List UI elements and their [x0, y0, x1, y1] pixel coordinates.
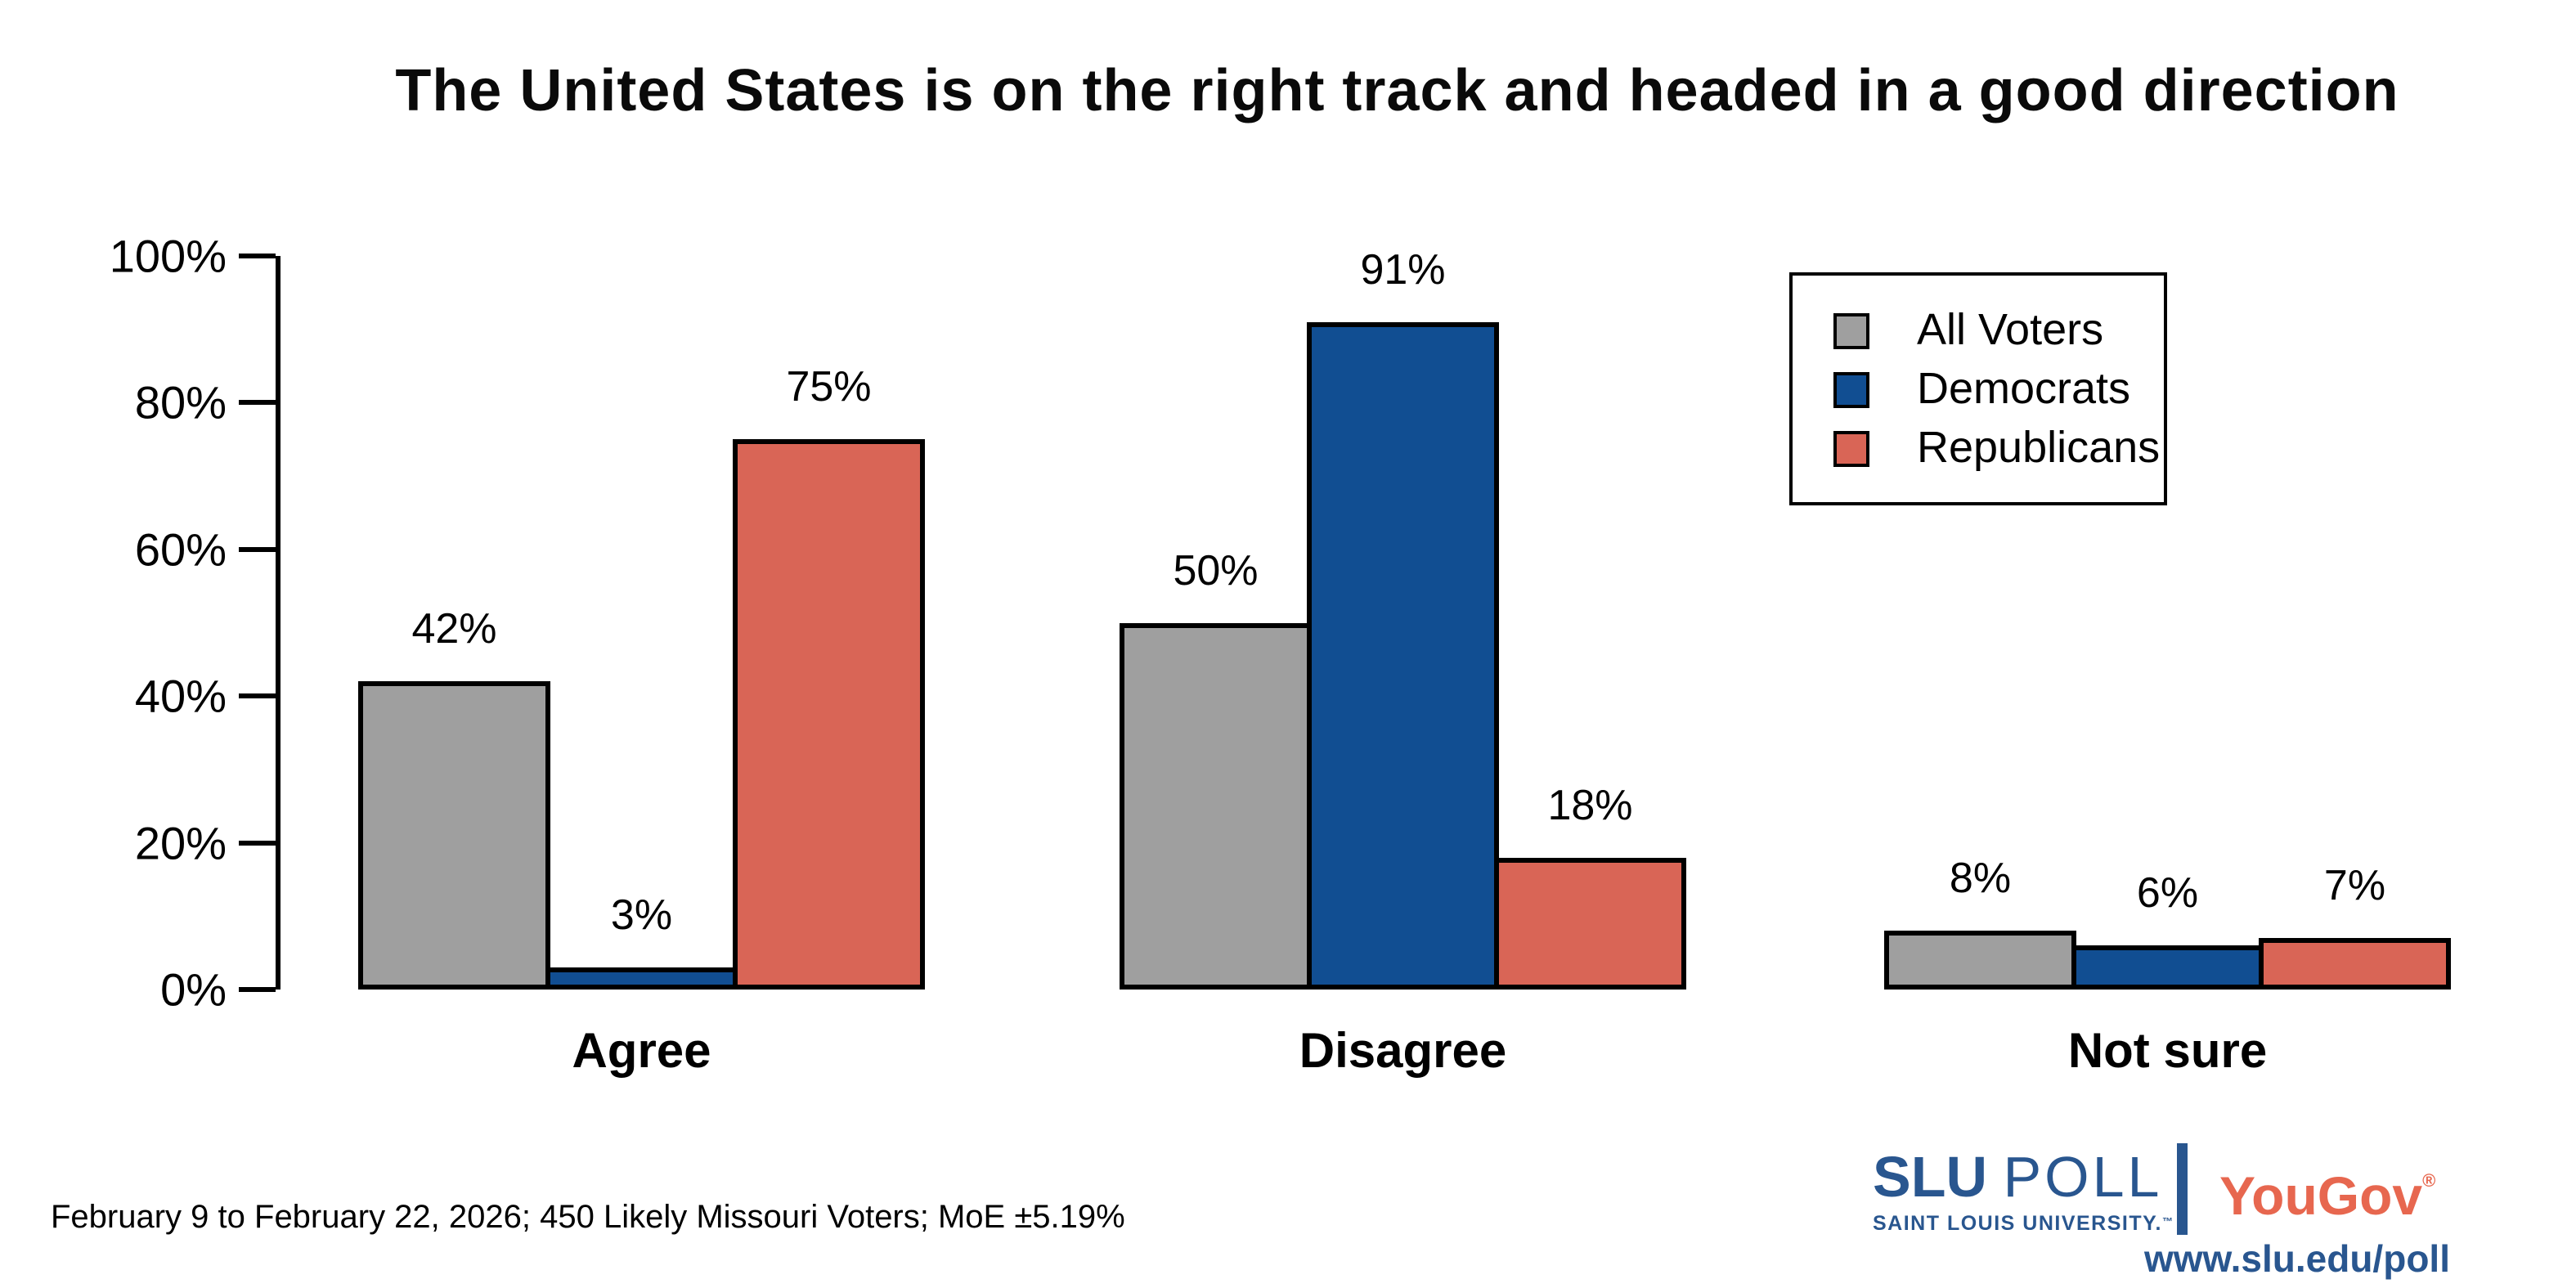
plot-area: 0% 20% 40% 60% 80% 100% 42% 3% 75% Agree 50% 91% 18%…: [110, 231, 2519, 1078]
y-tick-label: 0%: [160, 963, 227, 1016]
yougov-logo-text: YouGov: [2219, 1165, 2423, 1226]
slu-poll-url: www.slu.edu/poll: [2144, 1237, 2450, 1280]
y-tick-mark: [239, 546, 276, 552]
bar-not-sure-democrats: [2071, 945, 2264, 990]
legend-label-democrats: Democrats: [1917, 364, 2131, 413]
bar-value-label: 42%: [411, 605, 497, 653]
y-tick-mark: [239, 693, 276, 699]
bar-value-label: 50%: [1173, 546, 1259, 595]
bar-value-label: 75%: [786, 363, 872, 411]
y-tick-label: 60%: [134, 523, 227, 576]
branding-block: SLU POLL SAINT LOUIS UNIVERSITY.™ YouGov…: [1865, 1137, 2486, 1288]
bar-not-sure-republicans: [2259, 938, 2451, 990]
bar-value-label: 8%: [1949, 855, 2012, 903]
bar-value-label: 18%: [1547, 781, 1633, 829]
legend-box: All Voters Democrats Republicans: [1789, 272, 2167, 505]
bar-disagree-all-voters: [1120, 622, 1312, 990]
bar-value-label: 3%: [610, 891, 673, 940]
y-tick-mark: [239, 254, 276, 258]
y-tick-label: 20%: [134, 817, 227, 869]
poll-logo-text: POLL: [2003, 1145, 2163, 1209]
bar-agree-republicans: [733, 439, 925, 990]
legend-swatch-democrats: [1833, 372, 1869, 408]
slu-poll-logo: SLU POLL: [1873, 1148, 2162, 1205]
bar-value-label: 91%: [1360, 245, 1446, 294]
bar-agree-all-voters: [358, 681, 550, 990]
category-label-agree: Agree: [572, 1023, 711, 1078]
y-tick-mark: [239, 840, 276, 846]
category-label-disagree: Disagree: [1299, 1023, 1507, 1078]
slu-subtitle: SAINT LOUIS UNIVERSITY.™: [1873, 1212, 2173, 1236]
bar-disagree-republicans: [1494, 857, 1686, 990]
legend-swatch-all-voters: [1833, 313, 1869, 349]
yougov-logo: YouGov®: [2219, 1165, 2435, 1227]
legend-label-all-voters: All Voters: [1917, 305, 2104, 354]
legend-label-republicans: Republicans: [1917, 423, 2161, 472]
brand-separator-bar: [2177, 1143, 2188, 1235]
y-tick-label: 40%: [134, 670, 227, 722]
y-axis: [276, 256, 280, 990]
bar-not-sure-all-voters: [1884, 931, 2076, 990]
y-tick-mark: [239, 987, 276, 992]
y-tick-label: 80%: [134, 376, 227, 429]
legend-swatch-republicans: [1833, 431, 1869, 467]
bar-value-label: 7%: [2323, 862, 2386, 910]
bar-value-label: 6%: [2136, 869, 2199, 918]
bar-agree-democrats: [545, 967, 738, 990]
y-tick-label: 100%: [109, 230, 227, 282]
y-tick-mark: [239, 400, 276, 406]
footnote-text: February 9 to February 22, 2026; 450 Lik…: [51, 1199, 1125, 1235]
trademark-symbol: ™: [2161, 1215, 2173, 1227]
slu-subtitle-text: SAINT LOUIS UNIVERSITY.: [1873, 1212, 2162, 1235]
category-label-not-sure: Not sure: [2067, 1023, 2268, 1078]
slu-logo-text: SLU: [1873, 1145, 1987, 1209]
chart-title: The United States is on the right track …: [395, 58, 2399, 123]
bar-disagree-democrats: [1307, 321, 1499, 990]
registered-symbol: ®: [2422, 1170, 2436, 1191]
